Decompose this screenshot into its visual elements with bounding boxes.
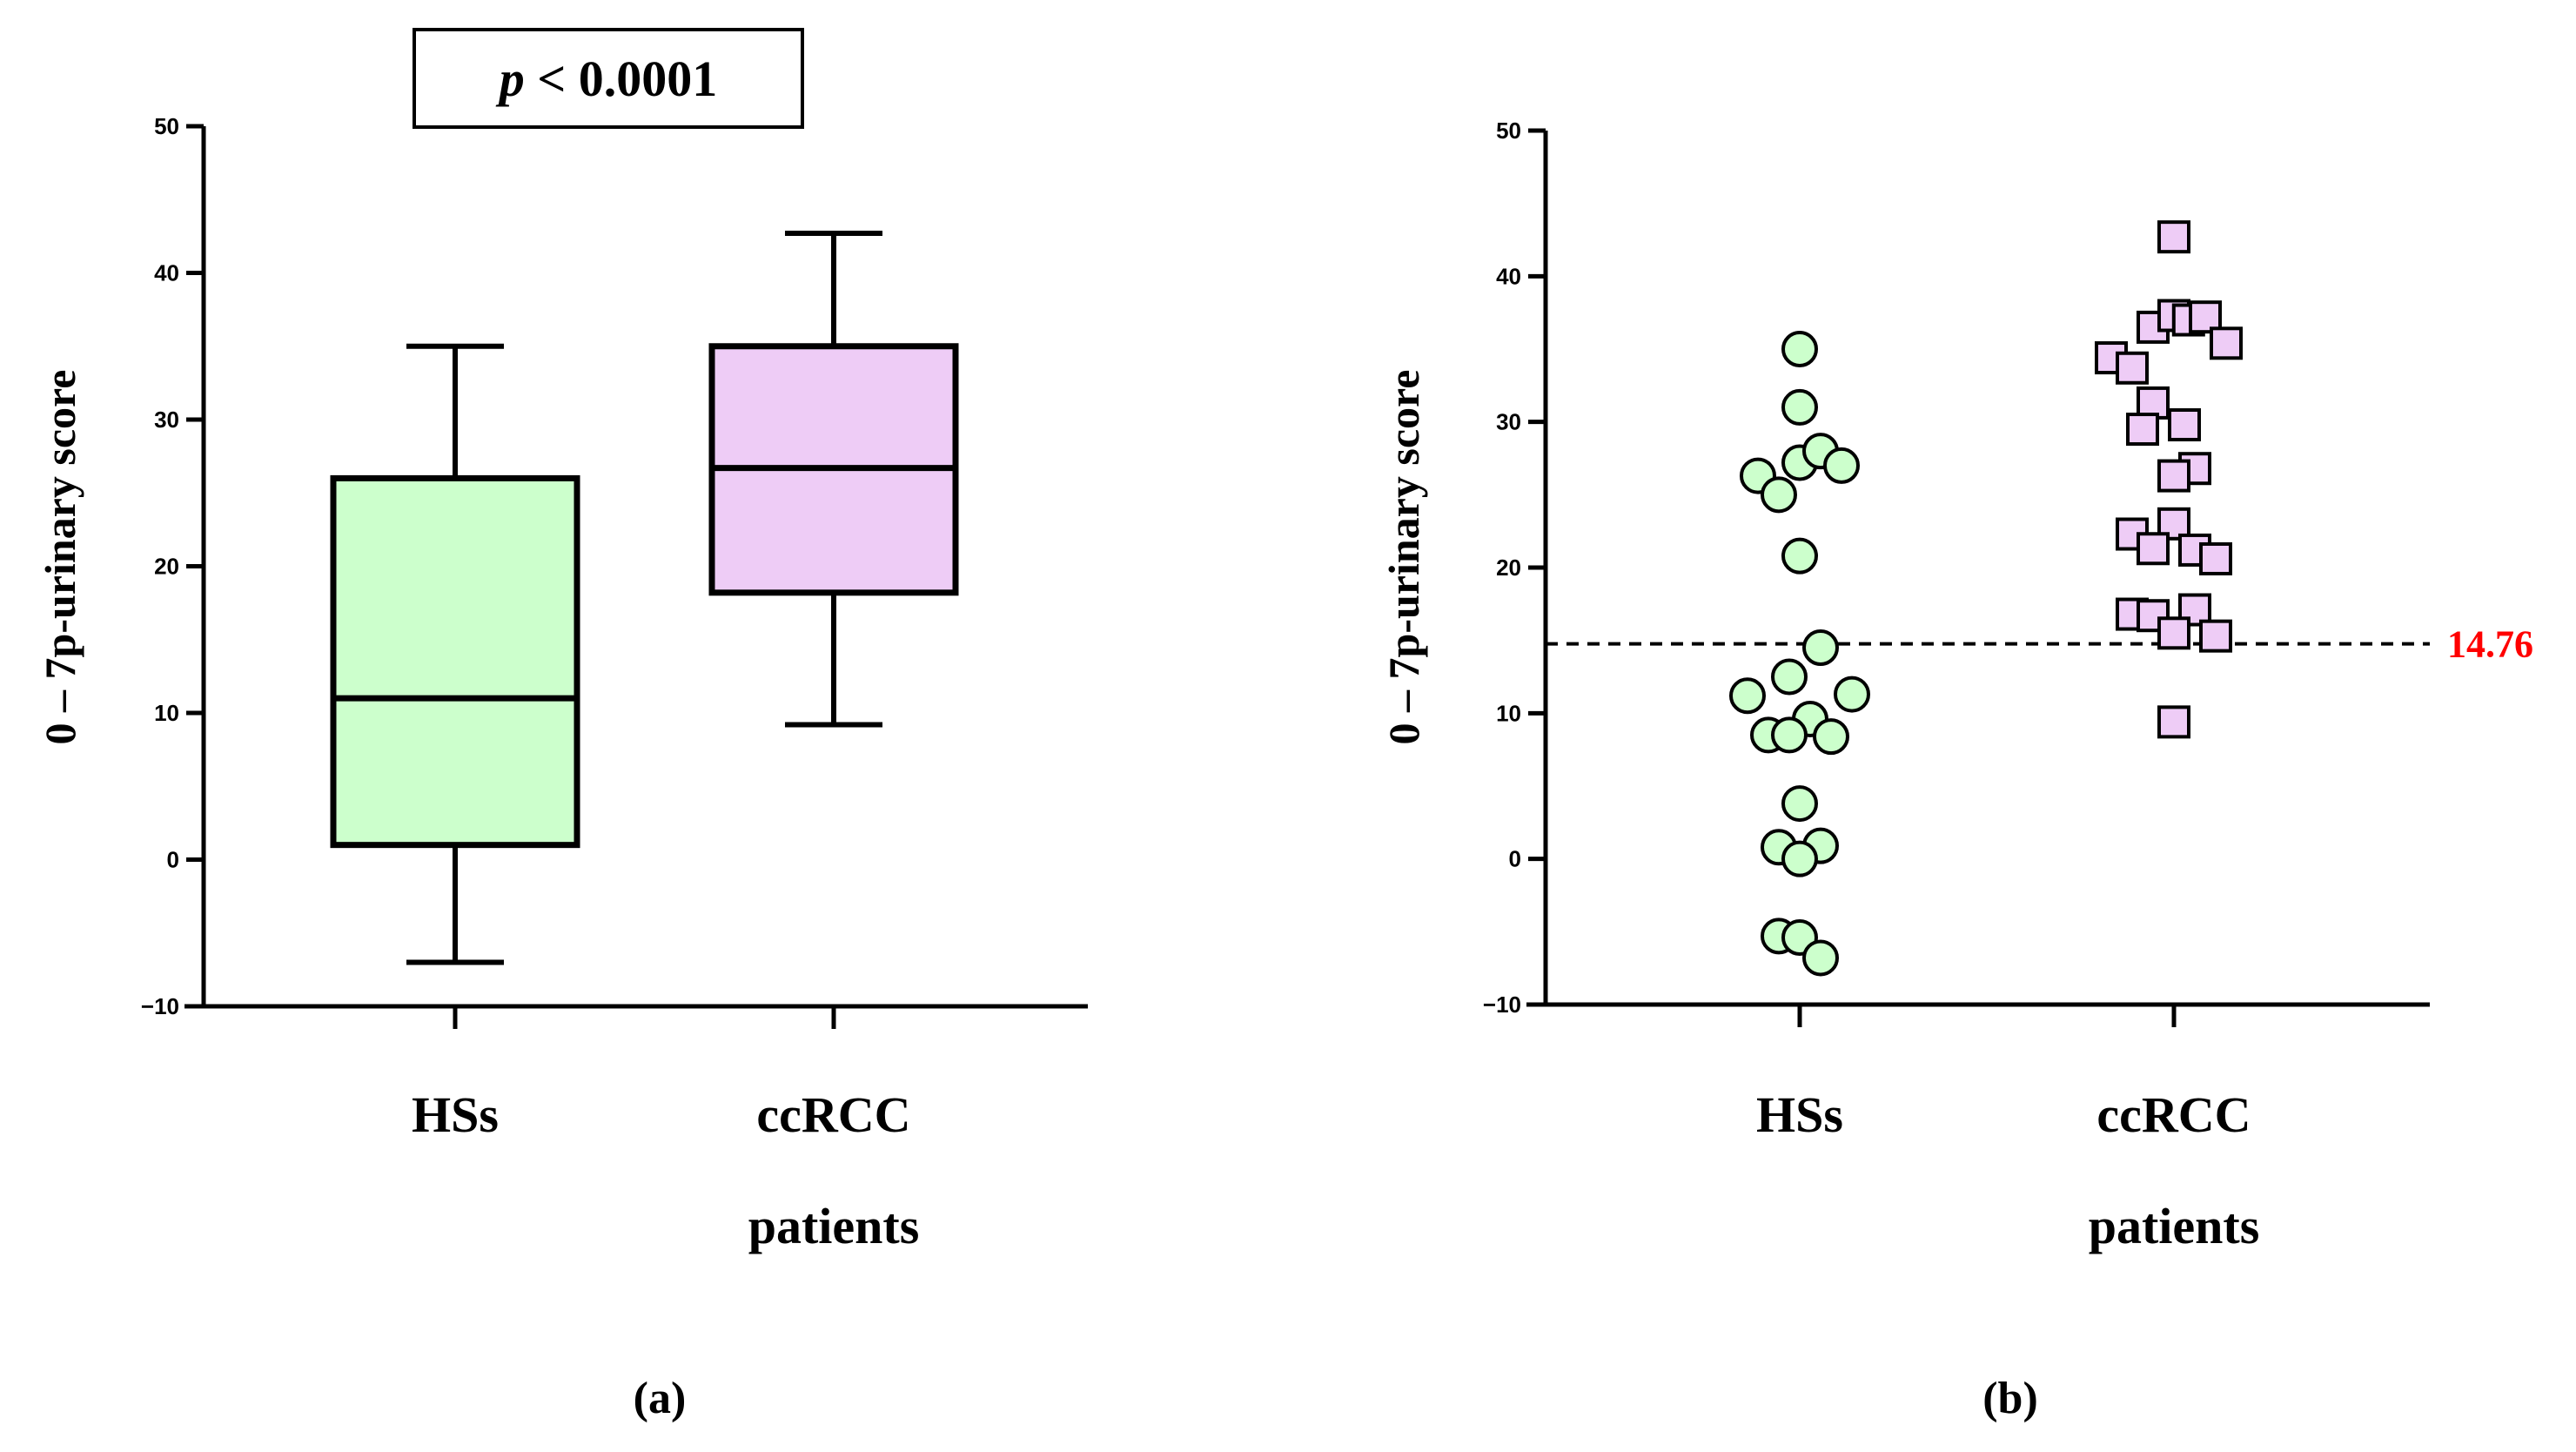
category-label-b: ccRCC [2096,1086,2251,1143]
point-hss [1823,447,1860,484]
point-ccrcc [2126,413,2159,447]
point-ccrcc [2116,351,2149,385]
category-label-a: HSs [412,1086,499,1143]
y-tick-label-b: −10 [1483,992,1521,1018]
point-hss [1781,388,1818,426]
box-hss [330,343,580,965]
category-label-b: HSs [1756,1086,1843,1143]
threshold-label: 14.76 [2447,623,2533,666]
point-hss [1781,537,1818,575]
boxes [330,231,959,965]
point-ccrcc [2157,616,2190,650]
point-ccrcc [2199,541,2232,575]
y-tick-label-a: −10 [141,993,179,1019]
p-value-annotation: p < 0.0001 [495,50,718,107]
y-tick-label-b: 30 [1496,409,1521,435]
panel-a-boxplot: p < 0.0001 0 – 7p-urinary score −10 0 10 20… [36,28,1088,1423]
y-tick-label-b: 40 [1496,263,1521,289]
point-hss [1729,677,1766,715]
y-tick-label-a: 20 [154,554,179,580]
category-label-a: ccRCC [756,1086,910,1143]
y-tick-label-b: 10 [1496,700,1521,726]
y-tick-label-b: 50 [1496,118,1521,144]
x-ticks-a [453,1006,836,1029]
category-labels-b: HSs ccRCC patients [1756,1086,2259,1254]
point-ccrcc [2210,326,2243,360]
point-ccrcc [2189,300,2222,334]
point-ccrcc [2157,459,2190,493]
p-value-box [413,28,804,129]
point-ccrcc [2157,705,2190,739]
y-tick-label-a: 10 [154,700,179,726]
point-hss [1834,676,1870,713]
category-labels-a: HSs ccRCC patients [412,1086,919,1254]
y-ticks-b: −10 0 10 20 30 40 50 [1483,118,1546,1018]
point-hss [1781,785,1818,823]
box-iqr [330,474,580,849]
y-tick-label-a: 40 [154,260,179,286]
p-value-text: < 0.0001 [525,50,718,107]
point-hss [1813,718,1849,756]
point-ccrcc [2168,408,2201,442]
y-ticks-a: −10 0 10 20 30 40 50 [141,113,204,1019]
p-value-italic: p [495,50,525,107]
category-label-line2-a: patients [748,1198,920,1254]
point-ccrcc [2157,220,2190,254]
point-hss [1781,331,1818,367]
y-axis-label-b: 0 – 7p-urinary score [1379,370,1428,745]
point-hss [1771,658,1808,696]
y-tick-label-a: 30 [154,407,179,433]
point-hss [1802,629,1839,667]
panel-label-a: (a) [634,1374,687,1423]
point-hss [1781,840,1818,877]
category-label-line2-b: patients [2089,1198,2260,1254]
point-ccrcc [2137,532,2170,566]
point-hss [1802,939,1839,977]
y-tick-label-b: 20 [1496,555,1521,581]
point-hss [1771,716,1808,754]
x-ticks-b [1797,1005,2177,1027]
point-ccrcc [2157,507,2190,541]
y-axis-label-a: 0 – 7p-urinary score [36,370,84,745]
panel-b-scatter: 0 – 7p-urinary score −10 0 10 20 30 40 50 14.7… [1379,118,2533,1423]
y-tick-label-b: 0 [1509,846,1521,872]
box-ccrcc [708,231,959,728]
point-ccrcc [2199,619,2232,653]
point-hss [1761,476,1797,514]
data-points [1729,220,2243,977]
y-tick-label-a: 0 [167,847,179,873]
y-tick-label-a: 50 [154,113,179,139]
panel-label-b: (b) [1982,1374,2038,1423]
